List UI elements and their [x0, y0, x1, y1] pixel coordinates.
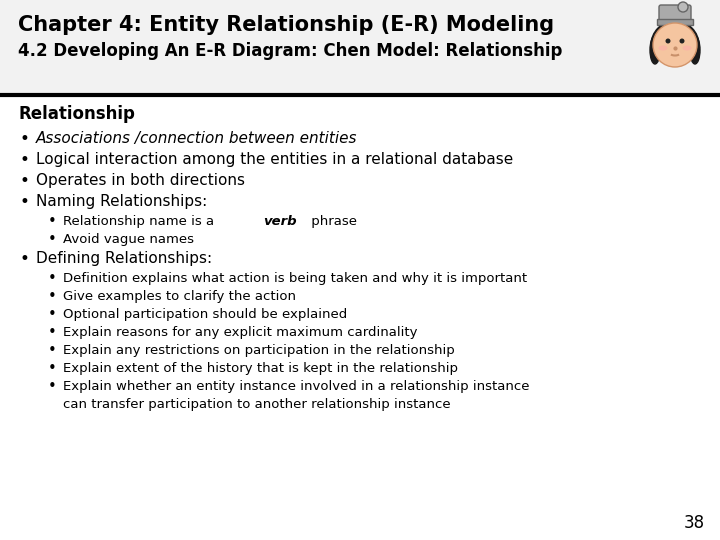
Text: •: • — [48, 325, 56, 340]
Text: Associations /connection between entities: Associations /connection between entitie… — [36, 131, 358, 146]
Text: •: • — [19, 130, 29, 148]
Text: verb: verb — [264, 215, 297, 228]
Text: •: • — [48, 289, 56, 304]
Text: Chapter 4: Entity Relationship (E-R) Modeling: Chapter 4: Entity Relationship (E-R) Mod… — [18, 15, 554, 35]
Text: •: • — [48, 214, 56, 229]
Text: Relationship name is a: Relationship name is a — [63, 215, 218, 228]
Text: Explain whether an entity instance involved in a relationship instance: Explain whether an entity instance invol… — [63, 380, 529, 393]
Text: •: • — [48, 379, 56, 394]
Text: •: • — [48, 271, 56, 286]
Text: Optional participation should be explained: Optional participation should be explain… — [63, 308, 347, 321]
Circle shape — [680, 38, 685, 44]
Text: 38: 38 — [684, 514, 705, 532]
Text: Relationship: Relationship — [18, 105, 135, 123]
Text: Definition explains what action is being taken and why it is important: Definition explains what action is being… — [63, 272, 527, 285]
Text: •: • — [19, 250, 29, 268]
Text: Explain reasons for any explicit maximum cardinality: Explain reasons for any explicit maximum… — [63, 326, 418, 339]
Ellipse shape — [659, 45, 667, 51]
Text: Logical interaction among the entities in a relational database: Logical interaction among the entities i… — [36, 152, 513, 167]
Text: Give examples to clarify the action: Give examples to clarify the action — [63, 290, 296, 303]
Text: Explain extent of the history that is kept in the relationship: Explain extent of the history that is ke… — [63, 362, 458, 375]
Text: •: • — [19, 172, 29, 190]
Text: Defining Relationships:: Defining Relationships: — [36, 251, 212, 266]
Text: •: • — [19, 151, 29, 169]
Text: 4.2 Developing An E-R Diagram: Chen Model: Relationship: 4.2 Developing An E-R Diagram: Chen Mode… — [18, 42, 562, 60]
Text: can transfer participation to another relationship instance: can transfer participation to another re… — [63, 398, 451, 411]
Circle shape — [678, 2, 688, 12]
Text: •: • — [48, 343, 56, 358]
Ellipse shape — [650, 36, 660, 64]
Ellipse shape — [690, 36, 700, 64]
Text: Operates in both directions: Operates in both directions — [36, 173, 245, 188]
FancyBboxPatch shape — [0, 0, 720, 95]
Text: •: • — [48, 307, 56, 322]
FancyBboxPatch shape — [657, 19, 693, 25]
Text: •: • — [48, 361, 56, 376]
Text: •: • — [19, 193, 29, 211]
Circle shape — [653, 23, 697, 67]
Wedge shape — [651, 21, 699, 45]
Text: phrase: phrase — [307, 215, 357, 228]
Ellipse shape — [683, 45, 691, 51]
Circle shape — [665, 38, 670, 44]
Text: •: • — [48, 232, 56, 247]
Text: Explain any restrictions on participation in the relationship: Explain any restrictions on participatio… — [63, 344, 455, 357]
Text: Avoid vague names: Avoid vague names — [63, 233, 194, 246]
FancyBboxPatch shape — [659, 5, 691, 25]
Text: Naming Relationships:: Naming Relationships: — [36, 194, 207, 209]
